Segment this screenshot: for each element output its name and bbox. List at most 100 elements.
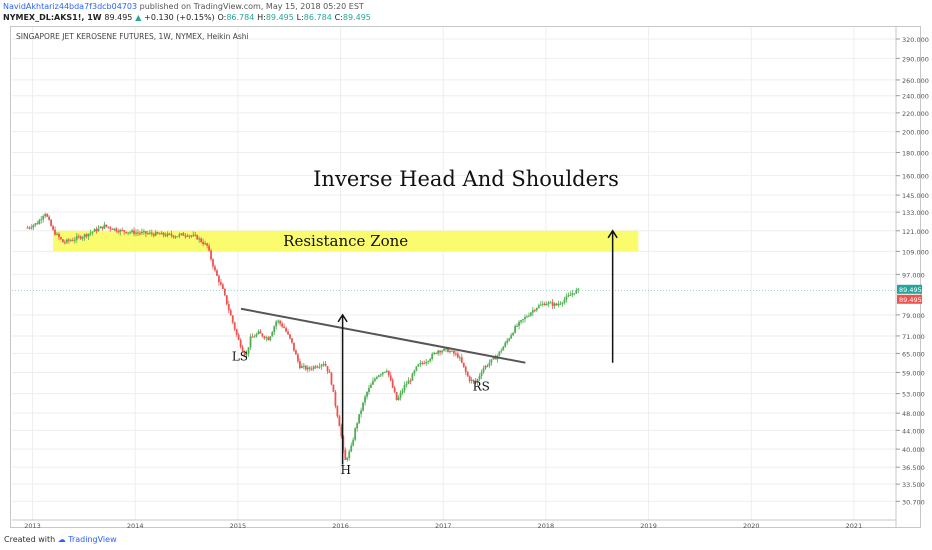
candle-body [160, 232, 163, 235]
candle-body [563, 299, 566, 303]
candle-body [42, 216, 45, 220]
candle-body [545, 303, 548, 306]
candle-body [255, 334, 258, 337]
created-with-label: Created with [4, 535, 56, 544]
candle-body [81, 237, 84, 239]
x-tick-label: 2019 [640, 522, 657, 530]
candle-body [48, 216, 51, 220]
candle-body [407, 380, 410, 385]
y-tick-label: 71.000 [902, 333, 925, 341]
y-tick-label: 30.700 [902, 498, 925, 506]
candle-body [354, 428, 357, 440]
candle-body [28, 227, 31, 229]
candle-body [393, 387, 396, 393]
high-value: 89.495 [265, 13, 294, 22]
candle-body [115, 228, 118, 232]
candle-body [320, 364, 323, 367]
candle-body [437, 350, 439, 354]
candle-body [218, 275, 220, 283]
candle-body [366, 392, 368, 397]
candle-body [478, 375, 481, 380]
x-tick-label: 2018 [538, 522, 555, 530]
candle-body [111, 228, 114, 230]
candle-body [206, 243, 208, 246]
resistance-zone-layer: Resistance Zone [53, 230, 639, 252]
candle-body [547, 302, 550, 304]
candle-body [377, 375, 380, 377]
annotations: Inverse Head And Shoulders LS H RS [12, 167, 896, 477]
chart-frame [10, 26, 921, 528]
y-tick-label: 240.000 [902, 93, 929, 101]
author-link[interactable]: NavidAkhtariz44bda7f3dcb04703 [3, 2, 138, 11]
candle-body [267, 337, 270, 341]
tradingview-link[interactable]: TradingView [68, 535, 117, 544]
candle-body [362, 402, 364, 411]
candle-body [194, 234, 197, 236]
candle-body [239, 339, 242, 347]
candle-body [502, 346, 505, 351]
candle-body [472, 379, 475, 381]
candle-body [227, 304, 230, 311]
candle-body [445, 348, 447, 350]
candle-body [146, 233, 149, 235]
last-price-tag-label: 89.495 [899, 286, 922, 294]
open-value: 86.784 [226, 13, 255, 22]
candle-body [395, 392, 398, 401]
candle-body [516, 325, 518, 327]
x-tick-label: 2016 [332, 522, 349, 530]
candle-body [192, 234, 195, 236]
footer: Created with ☁ TradingView [4, 535, 117, 544]
candle-body [421, 362, 424, 364]
x-tick-label: 2020 [743, 522, 760, 530]
candle-body [279, 320, 282, 324]
close-label: C: [334, 13, 343, 22]
candle-body [259, 331, 262, 334]
candle-body [514, 325, 517, 333]
candle-body [210, 250, 212, 260]
candle-body [490, 359, 493, 363]
y-tick-label: 260.000 [902, 77, 929, 85]
candle-body [54, 229, 56, 235]
candle-body [289, 334, 291, 339]
candle-body [58, 233, 60, 238]
candle-body [121, 229, 124, 231]
candle-body [439, 350, 441, 353]
candle-body [528, 315, 530, 317]
x-tick-label: 2021 [846, 522, 863, 530]
candle-body [176, 236, 179, 238]
candle-body [302, 365, 305, 367]
x-tick-label: 2014 [127, 522, 144, 530]
candle-body [261, 333, 264, 337]
candle-body [196, 235, 199, 240]
candle-body [316, 366, 319, 368]
candle-body [326, 366, 329, 372]
candle-body [571, 293, 574, 295]
candle-body [385, 370, 388, 372]
candle-body [164, 235, 167, 237]
candle-body [565, 296, 568, 300]
y-tick-label: 121.000 [902, 228, 929, 236]
y-tick-label: 59.000 [902, 369, 925, 377]
candle-body [36, 223, 39, 225]
candle-body [64, 242, 66, 244]
candle-body [466, 371, 469, 377]
candle-body [375, 376, 378, 379]
candle-body [168, 233, 171, 235]
y-tick-label: 109.000 [902, 248, 929, 256]
candle-body [91, 231, 94, 233]
candle-body [229, 310, 232, 316]
x-tick-label: 2013 [24, 522, 41, 530]
candle-body [182, 233, 185, 236]
candle-body [441, 350, 443, 353]
candle-body [531, 310, 534, 313]
candle-body [67, 239, 70, 241]
pattern-label-ls: LS [232, 349, 248, 363]
candle-body [429, 358, 432, 362]
candle-body [125, 231, 128, 234]
candle-body [425, 361, 428, 364]
candle-body [249, 336, 252, 348]
candle-body [569, 294, 572, 296]
candle-body [133, 230, 135, 234]
candle-body [212, 259, 214, 267]
